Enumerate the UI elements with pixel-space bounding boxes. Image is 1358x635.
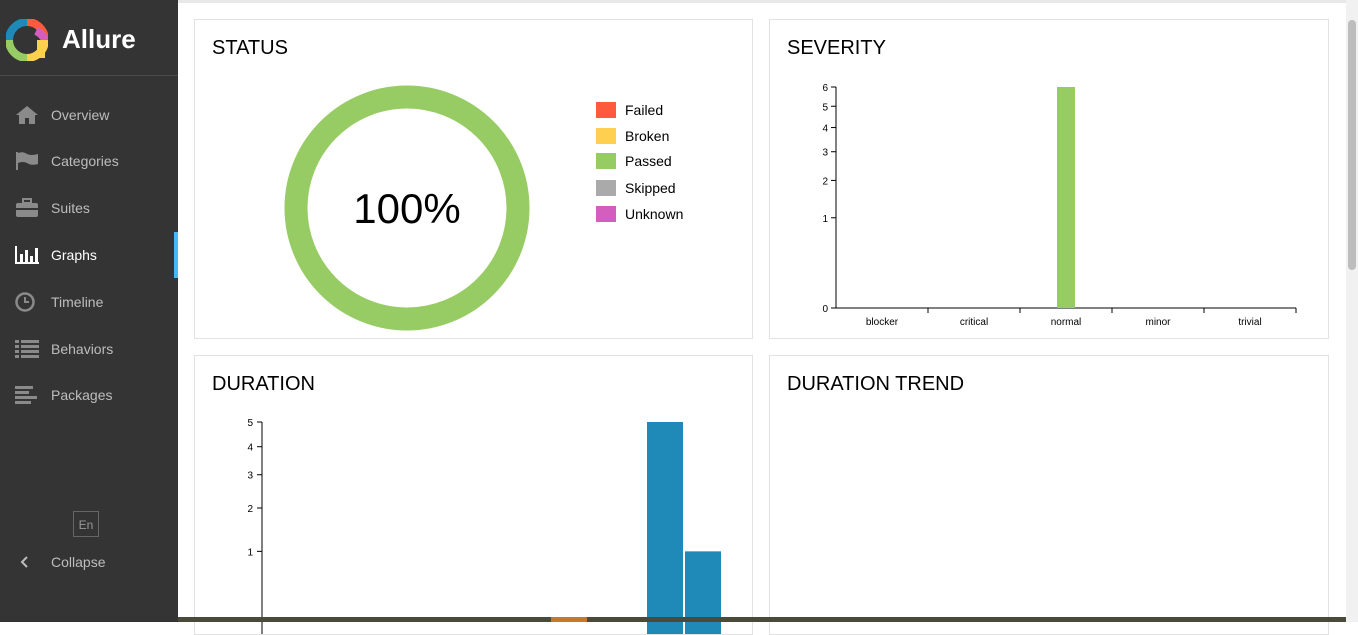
duration-y-tick-label: 3 — [247, 471, 253, 482]
briefcase-icon — [16, 198, 38, 217]
vertical-scrollbar[interactable] — [1346, 0, 1358, 622]
severity-x-tick-label: normal — [1051, 317, 1082, 328]
nav-suites-label: Suites — [51, 200, 90, 216]
severity-x-tick-label: minor — [1145, 317, 1171, 328]
nav-graphs-label: Graphs — [51, 247, 97, 263]
flag-icon — [16, 152, 38, 170]
bottom-strip-marker — [551, 617, 587, 622]
severity-y-tick-label: 5 — [822, 102, 828, 113]
nav-packages[interactable]: Packages — [0, 372, 178, 418]
nav-timeline[interactable]: Timeline — [0, 279, 178, 325]
duration-card: DURATION 1 2 3 4 5 — [194, 355, 753, 635]
severity-bar-normal — [1057, 87, 1075, 308]
bottom-strip — [178, 617, 1346, 622]
status-donut-chart: 100% — [284, 85, 530, 331]
status-title: STATUS — [212, 37, 288, 59]
nav-packages-label: Packages — [51, 387, 113, 403]
home-icon — [16, 106, 38, 124]
status-donut-passed — [284, 85, 530, 331]
legend-broken-swatch — [596, 128, 616, 144]
nav-overview[interactable]: Overview — [0, 92, 178, 138]
duration-y-tick-label: 5 — [247, 418, 253, 429]
clock-icon — [15, 292, 35, 312]
severity-y-tick-label: 4 — [822, 124, 828, 135]
bar-chart-icon — [15, 246, 39, 264]
scrollbar-thumb[interactable] — [1348, 20, 1356, 270]
legend-unknown-label: Unknown — [625, 206, 684, 222]
severity-x-tick-label: blocker — [866, 317, 899, 328]
nav-categories[interactable]: Categories — [0, 138, 178, 184]
severity-title: SEVERITY — [787, 37, 886, 59]
legend-failed-label: Failed — [625, 102, 664, 118]
align-left-icon — [15, 386, 37, 404]
severity-x-tick-label: trivial — [1238, 317, 1261, 328]
duration-title: DURATION — [212, 373, 315, 395]
nav-overview-label: Overview — [51, 107, 110, 123]
nav-categories-label: Categories — [51, 153, 119, 169]
legend-unknown-swatch — [596, 206, 616, 222]
duration-trend-title: DURATION TREND — [787, 373, 965, 395]
severity-bar-chart: 0 1 2 3 4 5 6 blocker critical normal minor trivial — [822, 83, 1297, 328]
duration-y-tick-label: 2 — [247, 504, 253, 515]
main-content: STATUS 100% Failed Broken Passed Skipped… — [178, 0, 1346, 635]
nav-behaviors-label: Behaviors — [51, 341, 114, 357]
legend-failed-swatch — [596, 102, 616, 118]
nav-suites[interactable]: Suites — [0, 185, 178, 231]
brand[interactable]: Allure — [0, 0, 178, 76]
nav-behaviors[interactable]: Behaviors — [0, 326, 178, 372]
duration-y-tick-label: 4 — [247, 443, 253, 454]
list-icon — [15, 340, 39, 358]
duration-bar-chart: 1 2 3 4 5 — [247, 418, 721, 634]
language-button[interactable]: En — [73, 511, 99, 537]
duration-trend-card: DURATION TREND — [769, 355, 1329, 635]
collapse-label: Collapse — [51, 554, 106, 570]
collapse-button[interactable]: Collapse — [0, 545, 178, 579]
nav-timeline-label: Timeline — [51, 294, 104, 310]
sidebar: Allure Overview Categories Suites G — [0, 0, 178, 622]
severity-y-tick-label: 1 — [822, 214, 828, 225]
legend-skipped-label: Skipped — [625, 180, 676, 196]
severity-y-tick-label: 2 — [822, 176, 828, 187]
duration-y-tick-label: 1 — [247, 547, 253, 558]
chevron-left-icon — [20, 556, 28, 568]
severity-x-tick-label: critical — [960, 317, 988, 328]
severity-y-tick-label: 0 — [822, 304, 828, 315]
legend-passed-swatch — [596, 153, 616, 169]
severity-card: SEVERITY 0 1 2 3 4 5 6 blocker critical normal min… — [769, 19, 1329, 339]
status-percent: 100% — [353, 185, 460, 232]
legend-broken-label: Broken — [625, 128, 670, 144]
allure-logo-icon — [6, 19, 48, 61]
legend-skipped-swatch — [596, 180, 616, 196]
duration-bar — [647, 422, 683, 634]
severity-y-tick-label: 6 — [822, 83, 828, 94]
nav-graphs[interactable]: Graphs — [0, 232, 178, 278]
severity-y-tick-label: 3 — [822, 148, 828, 159]
status-card: STATUS 100% Failed Broken Passed Skipped… — [194, 19, 753, 339]
brand-name: Allure — [62, 24, 136, 54]
legend-passed-label: Passed — [625, 153, 672, 169]
